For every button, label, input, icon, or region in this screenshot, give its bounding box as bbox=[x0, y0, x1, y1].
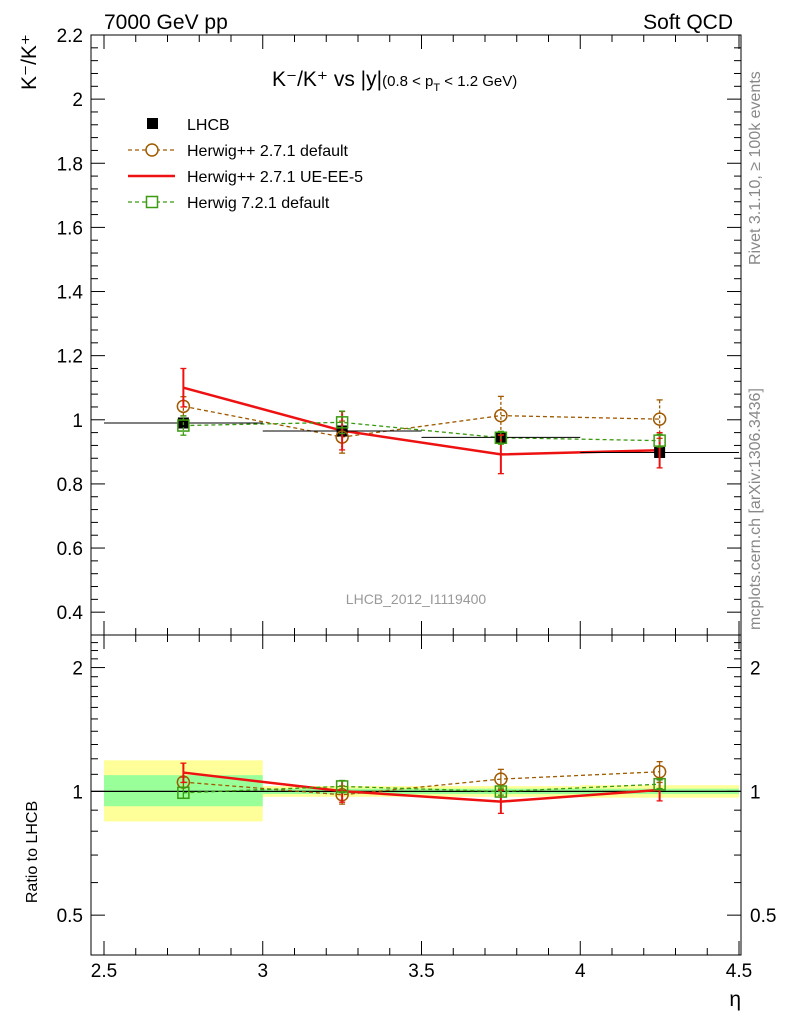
ratio-plot-marks bbox=[176, 760, 667, 815]
legend-marker-herwigpp-default bbox=[145, 143, 159, 157]
ratio-y-axis-title: Ratio to LHCB bbox=[24, 801, 41, 903]
process-label: Soft QCD bbox=[643, 11, 733, 34]
ratio-point-herwigpp-default bbox=[652, 765, 667, 779]
ratio-point-herwigpp-default bbox=[494, 772, 508, 786]
point-herwigpp-default bbox=[494, 408, 508, 423]
ratio-point-herwig7 bbox=[653, 777, 666, 791]
ratio-y-tick-label-left: 1 bbox=[72, 782, 83, 803]
ratio-line-herwig7 bbox=[183, 783, 660, 794]
plot-title-subscript: T bbox=[433, 82, 440, 94]
mcplots-label: mcplots.cern.ch [arXiv:1306.3436] bbox=[747, 388, 764, 630]
ratio-y-tick-label-right: 1 bbox=[750, 782, 761, 803]
point-herwig7 bbox=[335, 416, 349, 429]
main-y-tick-label: 2 bbox=[72, 90, 83, 111]
main-y-tick-label: 0.8 bbox=[57, 475, 83, 496]
ratio-y-tick-label-right: 2 bbox=[750, 659, 761, 680]
x-tick-labels: 2.5 3 3.5 4 4.5 bbox=[91, 961, 752, 982]
series-line-herwigpp-default bbox=[183, 405, 660, 438]
main-y-tick-label: 0.4 bbox=[57, 603, 84, 624]
legend-data-marker bbox=[147, 118, 158, 129]
ratio-y-tick-label-left: 2 bbox=[72, 659, 83, 680]
legend: LHCB Herwig++ 2.7.1 default Herwig++ 2.7… bbox=[128, 117, 363, 212]
ratio-point-herwig7 bbox=[177, 786, 190, 800]
ratio-y-tick-label-left: 0.5 bbox=[57, 906, 83, 927]
main-y-tick-label: 0.6 bbox=[57, 539, 83, 560]
x-tick-label: 4.5 bbox=[726, 961, 752, 982]
plot-title-sub-end: < 1.2 GeV) bbox=[440, 73, 517, 90]
plot-title: K⁻/K⁺ vs |y|(0.8 < pT < 1.2 GeV) bbox=[272, 68, 517, 94]
plot-title-main: K⁻/K⁺ vs |y| bbox=[272, 68, 382, 91]
ratio-point-herwig7 bbox=[494, 785, 508, 798]
main-y-axis-title: K⁻/K⁺ bbox=[18, 34, 41, 90]
main-y-tick-label: 1 bbox=[72, 411, 83, 432]
x-tick-label: 3 bbox=[257, 961, 268, 982]
point-herwig7 bbox=[653, 434, 666, 447]
x-axis-title: η bbox=[729, 988, 741, 1011]
series-line-herwig7 bbox=[183, 421, 660, 442]
main-y-tick-label: 1.8 bbox=[57, 154, 83, 175]
legend-label-data: LHCB bbox=[187, 117, 230, 134]
main-y-tick-label: 1.6 bbox=[57, 218, 83, 239]
x-tick-label: 2.5 bbox=[91, 961, 117, 982]
main-y-tick-label: 2.2 bbox=[57, 26, 83, 47]
analysis-watermark: LHCB_2012_I1119400 bbox=[346, 591, 487, 607]
main-axis-ticks: 0.4 0.6 0.8 1 1.2 1.4 1.6 1.8 2 2.2 bbox=[57, 26, 741, 955]
ratio-plot-frame bbox=[90, 634, 742, 956]
ratio-line-herwigpp-default bbox=[183, 771, 660, 796]
x-tick-label: 4 bbox=[575, 961, 586, 982]
main-y-tick-label: 1.4 bbox=[57, 283, 84, 304]
point-herwig7 bbox=[494, 431, 508, 444]
point-herwig7 bbox=[177, 419, 190, 432]
plot-title-sub: (0.8 < p bbox=[382, 73, 433, 90]
legend-label-herwigpp-default: Herwig++ 2.7.1 default bbox=[187, 143, 349, 160]
x-tick-label: 3.5 bbox=[408, 961, 434, 982]
legend-label-herwig7: Herwig 7.2.1 default bbox=[187, 195, 330, 212]
legend-label-herwigpp-ueee5: Herwig++ 2.7.1 UE-EE-5 bbox=[187, 169, 363, 186]
point-herwigpp-default bbox=[652, 412, 667, 426]
rivet-version-label: Rivet 3.1.10, ≥ 100k events bbox=[747, 71, 764, 265]
ratio-axis-ticks: 0.5 0.5 1 1 2 2 bbox=[57, 642, 776, 927]
main-plot-marks bbox=[104, 367, 739, 475]
ratio-point-herwig7 bbox=[335, 780, 349, 793]
legend-marker-herwig7 bbox=[145, 195, 159, 209]
ratio-y-tick-label-right: 0.5 bbox=[750, 906, 776, 927]
energy-label: 7000 GeV pp bbox=[104, 11, 228, 34]
main-y-tick-label: 1.2 bbox=[57, 347, 83, 368]
series-line-herwigpp-ueee5 bbox=[183, 386, 660, 456]
ratio-line-herwigpp-ueee5 bbox=[183, 771, 660, 803]
